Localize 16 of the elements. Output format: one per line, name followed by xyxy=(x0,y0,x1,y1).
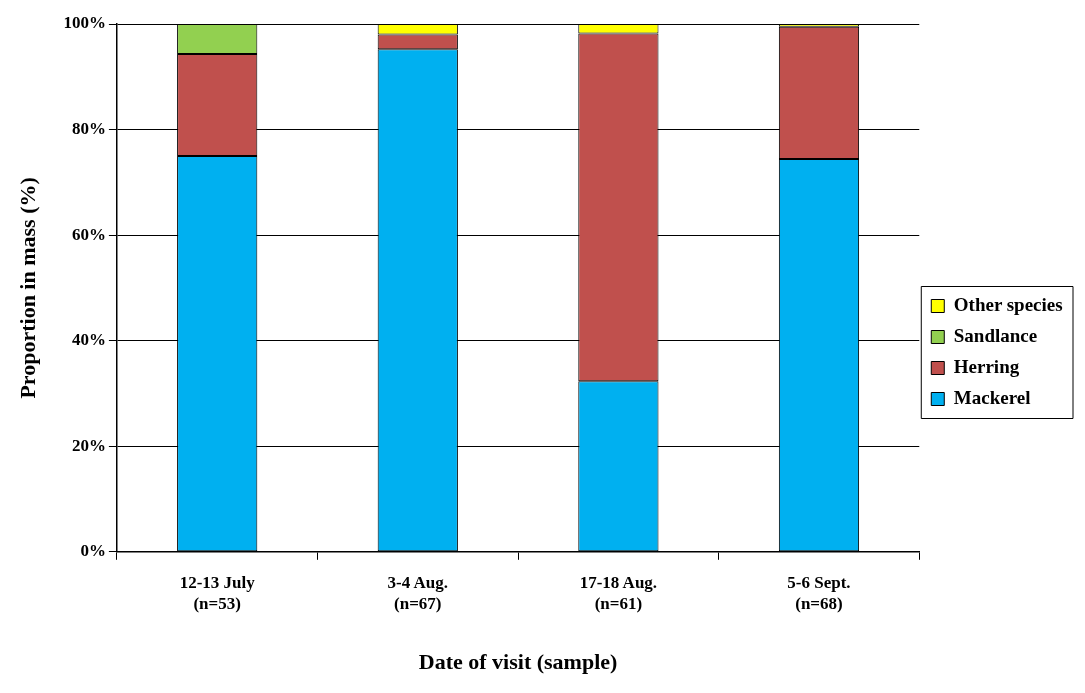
y-tick-label: 40% xyxy=(71,330,106,350)
y-tick-label: 0% xyxy=(80,541,106,561)
legend-label: Mackerel xyxy=(953,386,1031,408)
legend-label: Other species xyxy=(953,293,1063,315)
y-tick-label: 60% xyxy=(71,224,106,244)
x-tick-label: 5-6 Sept. (n=68) xyxy=(787,573,851,613)
x-tick-label: 17-18 Aug. (n=61) xyxy=(579,573,658,613)
y-axis-title: Proportion in mass (%) xyxy=(14,177,40,399)
y-tick-label: 100% xyxy=(63,13,106,33)
y-tick-label: 20% xyxy=(71,435,106,455)
x-tick-label: 3-4 Aug. (n=67) xyxy=(387,573,449,613)
y-tick-label: 80% xyxy=(71,118,106,138)
legend-label: Sandlance xyxy=(953,324,1038,346)
legend-label: Herring xyxy=(953,355,1020,377)
x-axis-title: Date of visit (sample) xyxy=(418,649,618,675)
x-tick-label: 12-13 July (n=53) xyxy=(179,573,256,613)
